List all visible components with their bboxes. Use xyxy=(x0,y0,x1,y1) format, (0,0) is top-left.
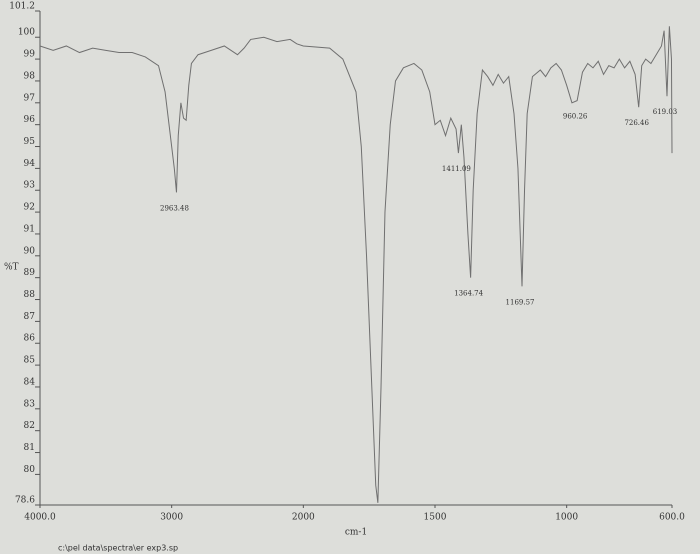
x-tick-label: 4000.0 xyxy=(24,513,56,523)
y-tick-label: 86 xyxy=(24,334,36,344)
y-axis-label: %T xyxy=(4,263,19,273)
y-tick-label: 82 xyxy=(24,421,35,431)
y-tick-label: 99 xyxy=(24,50,36,60)
y-tick-label: 91 xyxy=(24,224,35,234)
y-tick-label: 84 xyxy=(24,377,36,387)
y-tick-label: 96 xyxy=(24,115,36,125)
peak-label: 2963.48 xyxy=(160,204,189,212)
y-tick-label: 101.2 xyxy=(9,2,35,12)
peak-label: 726.46 xyxy=(624,119,649,127)
y-tick-label: 97 xyxy=(24,93,36,103)
spectrum-line xyxy=(39,26,673,503)
peak-label: 1411.09 xyxy=(442,165,471,173)
y-tick-label: 94 xyxy=(24,159,36,169)
x-tick-label: 1500 xyxy=(424,513,447,523)
y-tick-label: 89 xyxy=(24,268,36,278)
y-tick-label: 90 xyxy=(24,246,36,256)
y-tick-label: 98 xyxy=(24,71,36,81)
y-tick-label: 80 xyxy=(24,465,36,475)
y-tick-label: 92 xyxy=(24,203,35,213)
file-path: c:\pel data\spectra\er exp3.sp xyxy=(58,544,178,553)
y-tick-label: 88 xyxy=(24,290,36,300)
x-axis-label: cm-1 xyxy=(345,528,367,538)
y-tick-label: 100 xyxy=(18,28,35,38)
y-tick-label: 81 xyxy=(24,443,35,453)
x-tick-label: 1000 xyxy=(555,513,578,523)
y-tick-label: 87 xyxy=(24,312,36,322)
x-tick-label: 2000 xyxy=(292,513,315,523)
y-tick-label: 95 xyxy=(24,137,36,147)
peak-label: 619.03 xyxy=(653,108,678,116)
y-tick-label: 85 xyxy=(24,356,36,366)
y-tick-label: 83 xyxy=(24,399,36,409)
y-tick-label: 93 xyxy=(24,181,36,191)
peak-label: 1169.57 xyxy=(506,298,535,306)
peak-label: 1364.74 xyxy=(454,290,483,298)
x-tick-label: 3000 xyxy=(160,513,183,523)
peak-label: 960.26 xyxy=(563,113,588,121)
x-tick-label: 600.0 xyxy=(659,513,685,523)
y-tick-label: 78.6 xyxy=(15,496,35,506)
